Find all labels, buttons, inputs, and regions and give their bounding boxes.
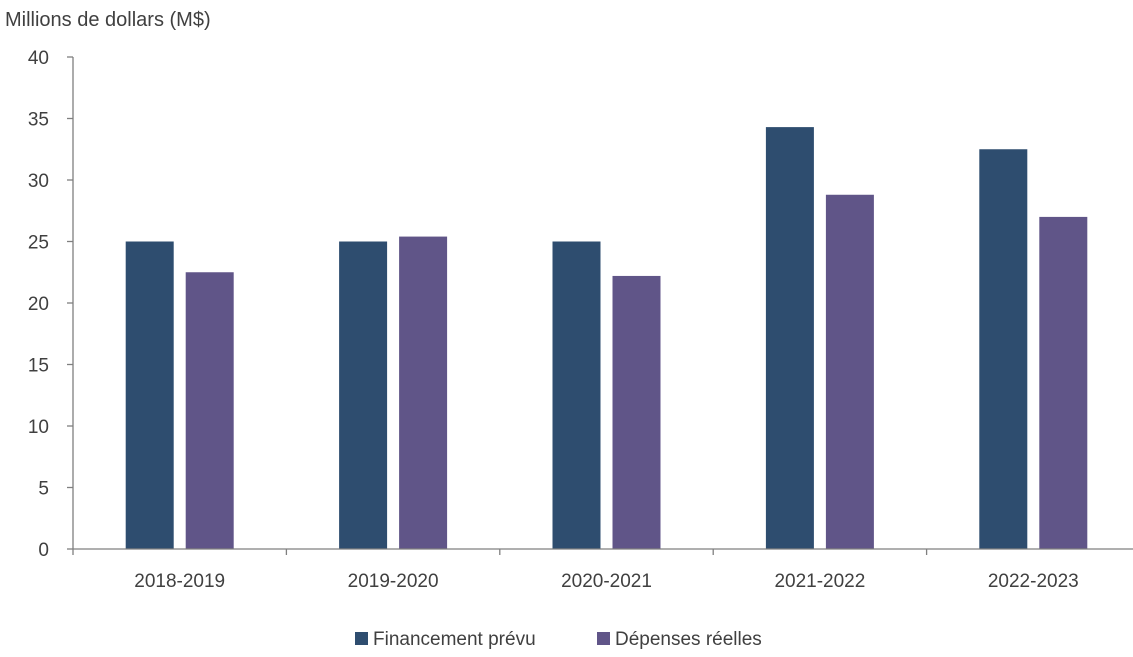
legend-swatch [597,632,610,645]
bar-financement-2022-2023 [979,149,1028,549]
y-tick-label: 15 [28,356,49,377]
y-tick-label: 30 [28,171,49,192]
bar-financement-2021-2022 [765,127,814,550]
y-tick-label: 40 [28,48,49,69]
y-axis: 0 5 10 15 20 25 30 35 40 [28,48,74,561]
y-tick-label: 10 [28,417,49,438]
y-axis-label: Millions de dollars (M$) [5,9,211,31]
legend: Financement prévu Dépenses réelles [355,629,762,650]
bar-financement-2019-2020 [339,241,388,549]
bar-depenses-2019-2020 [399,236,448,549]
x-tick-label: 2022-2023 [988,571,1079,592]
x-axis: 2018-2019 2019-2020 2020-2021 2021-2022 2022… [72,548,1133,592]
y-tick-label: 20 [28,294,49,315]
bar-depenses-2020-2021 [612,275,661,549]
y-tick-label: 35 [28,110,49,131]
y-tick-label: 5 [38,479,49,500]
y-tick-label: 0 [38,540,49,561]
legend-label: Dépenses réelles [615,629,762,650]
legend-label: Financement prévu [373,629,536,650]
x-tick-label: 2019-2020 [348,571,439,592]
bar-depenses-2021-2022 [825,194,874,549]
bar-financement-2020-2021 [552,241,601,549]
bar-depenses-2018-2019 [185,272,234,549]
bar-financement-2018-2019 [125,241,174,549]
x-tick-label: 2021-2022 [774,571,865,592]
x-tick-label: 2020-2021 [561,571,652,592]
y-tick-label: 25 [28,233,49,254]
x-tick-label: 2018-2019 [134,571,225,592]
bar-depenses-2022-2023 [1039,216,1088,549]
bars-group [125,127,1088,550]
legend-swatch [355,632,368,645]
